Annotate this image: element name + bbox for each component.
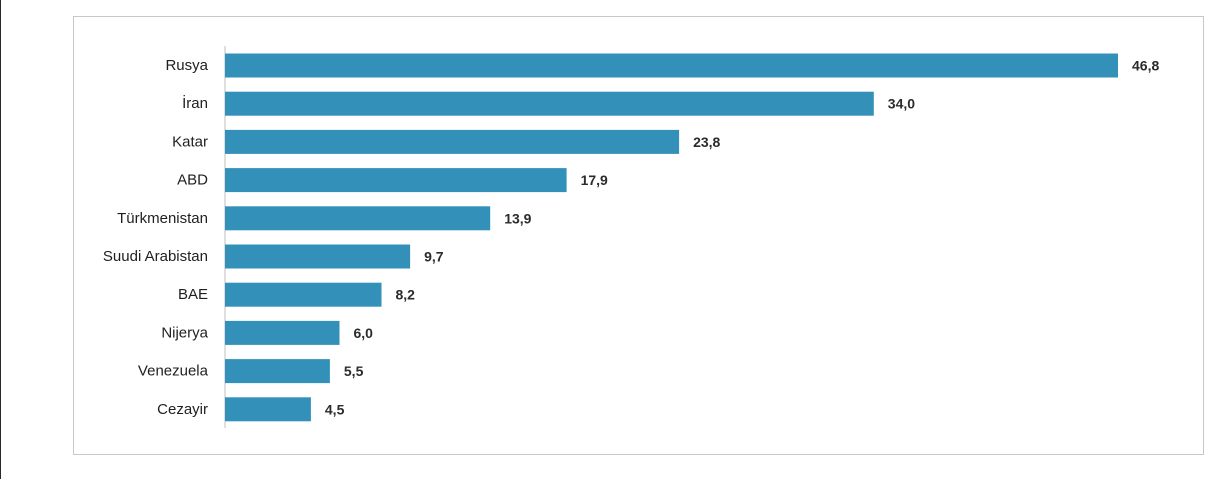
value-label: 8,2 <box>396 287 416 303</box>
bar <box>225 397 311 422</box>
category-label: Nijerya <box>161 324 208 341</box>
category-label: Rusya <box>165 57 208 74</box>
value-label: 46,8 <box>1132 58 1159 74</box>
bar <box>225 244 411 269</box>
category-label: ABD <box>177 172 208 189</box>
value-label: 13,9 <box>504 210 531 226</box>
value-label: 5,5 <box>344 363 364 379</box>
bar <box>225 129 680 154</box>
bar <box>225 206 491 231</box>
value-label: 17,9 <box>581 172 608 188</box>
value-label: 23,8 <box>693 134 720 150</box>
category-label: Cezayir <box>157 401 208 418</box>
category-label: İran <box>182 94 208 112</box>
window-edge <box>0 0 1 479</box>
value-label: 34,0 <box>888 96 915 112</box>
value-label: 9,7 <box>424 249 444 265</box>
bar <box>225 282 382 307</box>
bar <box>225 53 1118 78</box>
bar <box>225 168 567 193</box>
category-label: Katar <box>172 133 208 150</box>
category-label: Venezuela <box>138 363 209 380</box>
bar <box>225 359 330 384</box>
category-label: BAE <box>178 286 208 303</box>
category-label: Türkmenistan <box>117 210 208 227</box>
bar <box>225 91 874 116</box>
value-label: 6,0 <box>354 325 374 341</box>
category-label: Suudi Arabistan <box>103 248 208 265</box>
bar <box>225 320 340 345</box>
value-label: 4,5 <box>325 401 345 417</box>
